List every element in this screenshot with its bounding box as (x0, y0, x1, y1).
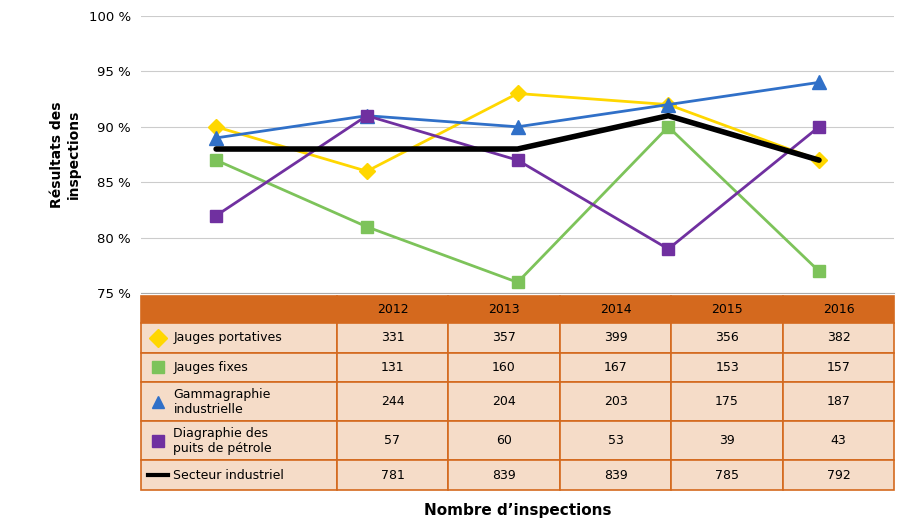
Text: 57: 57 (384, 434, 400, 447)
Bar (783, 421, 894, 461)
Text: 203: 203 (604, 395, 627, 408)
Text: 160: 160 (492, 361, 516, 374)
Text: 131: 131 (380, 361, 404, 374)
Text: 157: 157 (826, 361, 851, 374)
Text: Secteur industriel: Secteur industriel (173, 468, 284, 482)
Bar (671, 382, 783, 421)
Text: 175: 175 (716, 395, 739, 408)
Bar (783, 296, 894, 323)
Text: 60: 60 (496, 434, 512, 447)
Bar (337, 296, 449, 323)
Bar (141, 323, 337, 353)
Bar (783, 382, 894, 421)
Bar (337, 323, 449, 353)
Text: 792: 792 (827, 468, 851, 482)
Text: 187: 187 (826, 395, 851, 408)
Bar (783, 461, 894, 490)
Bar (337, 353, 449, 382)
Bar (783, 323, 894, 353)
Bar (449, 296, 559, 323)
Bar (449, 323, 559, 353)
Bar (671, 296, 783, 323)
Bar (337, 382, 449, 421)
Text: 2016: 2016 (823, 303, 854, 316)
Text: 53: 53 (607, 434, 624, 447)
Text: 244: 244 (380, 395, 404, 408)
Bar (449, 382, 559, 421)
Bar (449, 353, 559, 382)
Bar (559, 323, 671, 353)
Bar (449, 461, 559, 490)
Text: 43: 43 (831, 434, 846, 447)
Text: 167: 167 (604, 361, 627, 374)
Bar (559, 382, 671, 421)
Bar (671, 421, 783, 461)
Text: 839: 839 (492, 468, 516, 482)
Bar (783, 353, 894, 382)
Bar (141, 353, 337, 382)
Text: Gammagraphie
industrielle: Gammagraphie industrielle (173, 388, 271, 416)
Text: 785: 785 (716, 468, 739, 482)
Bar (559, 296, 671, 323)
Bar (559, 461, 671, 490)
Text: 2014: 2014 (599, 303, 631, 316)
Bar (559, 353, 671, 382)
Text: 2013: 2013 (489, 303, 519, 316)
Text: 153: 153 (716, 361, 739, 374)
Text: 2012: 2012 (377, 303, 409, 316)
Text: 39: 39 (719, 434, 735, 447)
Bar (141, 461, 337, 490)
Text: 399: 399 (604, 331, 627, 344)
Text: 382: 382 (827, 331, 851, 344)
Bar (671, 461, 783, 490)
Y-axis label: Résultats des
inspections: Résultats des inspections (50, 101, 81, 208)
Bar (671, 323, 783, 353)
Text: Diagraphie des
puits de pétrole: Diagraphie des puits de pétrole (173, 427, 272, 455)
Text: 781: 781 (380, 468, 404, 482)
Bar (337, 461, 449, 490)
Text: Jauges fixes: Jauges fixes (173, 361, 248, 374)
Text: 839: 839 (604, 468, 627, 482)
Bar (449, 421, 559, 461)
Text: 331: 331 (380, 331, 404, 344)
Bar (671, 353, 783, 382)
Text: 357: 357 (492, 331, 516, 344)
Bar (559, 421, 671, 461)
Text: 356: 356 (716, 331, 739, 344)
Bar (141, 421, 337, 461)
Text: 204: 204 (492, 395, 516, 408)
Bar (337, 421, 449, 461)
Text: 2015: 2015 (711, 303, 743, 316)
Bar (141, 382, 337, 421)
Text: Jauges portatives: Jauges portatives (173, 331, 282, 344)
Bar (141, 296, 337, 323)
Text: Nombre d’inspections: Nombre d’inspections (424, 503, 611, 518)
